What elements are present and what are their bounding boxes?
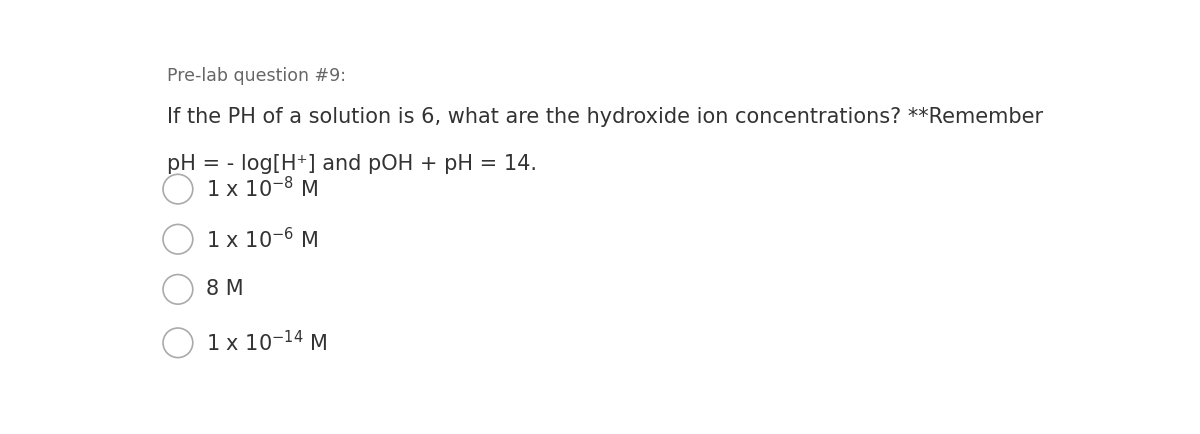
Text: 1 x 10$^{-6}$ M: 1 x 10$^{-6}$ M [206,227,318,252]
Text: pH = - log[H⁺] and pOH + pH = 14.: pH = - log[H⁺] and pOH + pH = 14. [167,154,536,174]
Text: 1 x 10$^{-8}$ M: 1 x 10$^{-8}$ M [206,177,318,202]
Text: 8 M: 8 M [206,279,244,299]
Text: Pre-lab question #9:: Pre-lab question #9: [167,67,346,85]
Text: If the PH of a solution is 6, what are the hydroxide ion concentrations? **Remem: If the PH of a solution is 6, what are t… [167,107,1043,127]
Text: 1 x 10$^{-14}$ M: 1 x 10$^{-14}$ M [206,330,328,355]
